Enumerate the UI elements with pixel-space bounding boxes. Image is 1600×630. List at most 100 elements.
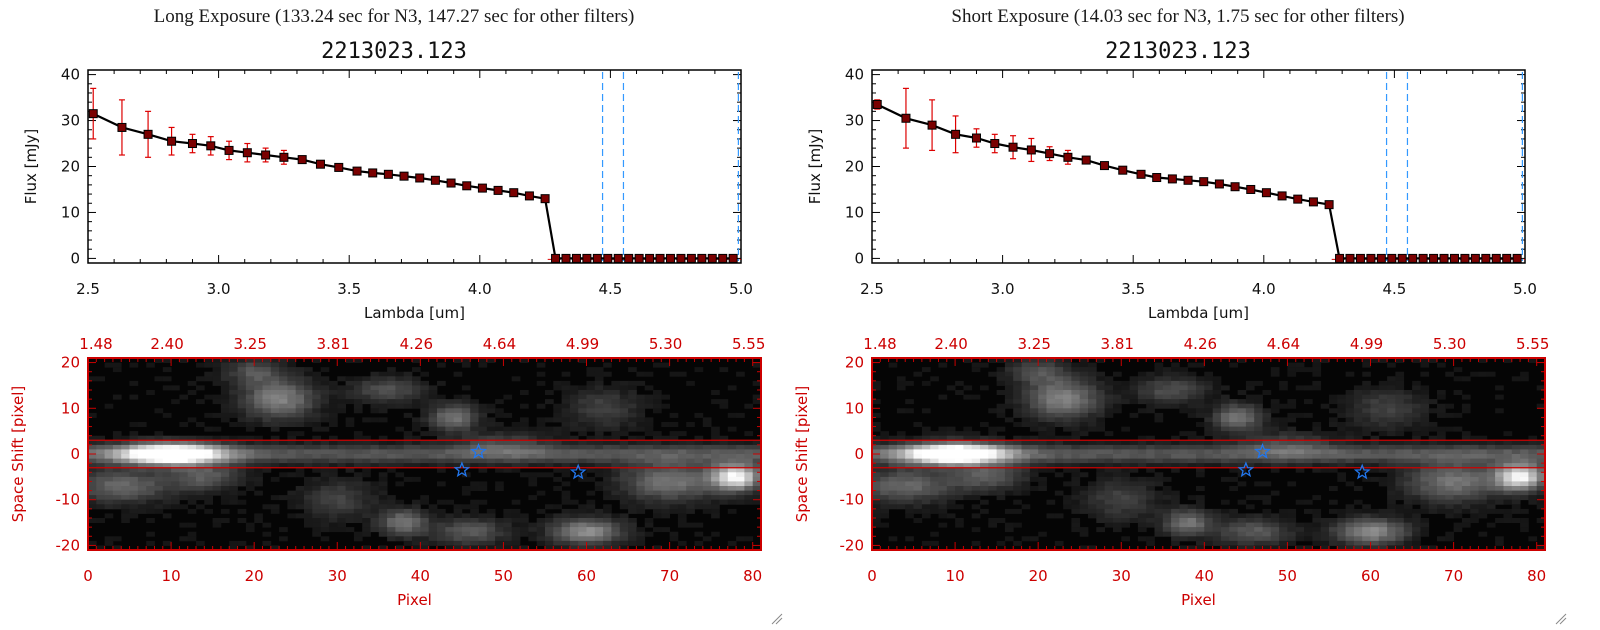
image-pixel <box>946 449 956 455</box>
image-pixel <box>162 481 172 487</box>
image-pixel <box>121 463 130 469</box>
image-pixel <box>1221 408 1230 414</box>
image-pixel <box>437 527 446 533</box>
image-pixel <box>1104 394 1114 400</box>
image-pixel <box>1403 513 1413 519</box>
image-pixel <box>1104 481 1114 487</box>
image-pixel <box>644 426 654 432</box>
image-pixel <box>603 444 612 450</box>
image-pixel <box>736 458 745 464</box>
image-pixel <box>644 531 654 537</box>
image-pixel <box>644 371 654 377</box>
image-pixel <box>1162 513 1172 519</box>
image-pixel <box>1204 380 1213 386</box>
image-pixel <box>112 467 122 473</box>
image-pixel <box>888 481 898 487</box>
image-pixel <box>1536 403 1546 409</box>
top-tick-label: 1.48 <box>79 335 112 353</box>
image-pixel <box>744 431 754 437</box>
image-pixel <box>930 440 939 446</box>
image-pixel <box>1428 545 1438 551</box>
image-pixel <box>1370 412 1380 418</box>
image-pixel <box>1113 499 1122 505</box>
image-pixel <box>736 536 745 542</box>
image-pixel <box>1063 385 1072 391</box>
image-pixel <box>1387 467 1396 473</box>
image-pixel <box>187 449 197 455</box>
image-pixel <box>187 417 197 423</box>
image-pixel <box>437 444 446 450</box>
image-pixel <box>594 458 604 464</box>
image-pixel <box>146 499 155 505</box>
image-pixel <box>619 490 629 496</box>
data-point <box>1449 253 1459 263</box>
image-pixel <box>1088 426 1097 432</box>
image-pixel <box>669 499 679 505</box>
image-pixel <box>1353 463 1363 469</box>
image-pixel <box>461 417 471 423</box>
image-pixel <box>1063 454 1072 459</box>
image-pixel <box>553 522 562 528</box>
image-pixel <box>1262 431 1272 437</box>
image-pixel <box>420 399 429 405</box>
image-pixel <box>872 495 881 501</box>
image-pixel <box>996 495 1006 501</box>
image-pixel <box>204 358 213 363</box>
image-pixel <box>270 390 280 395</box>
image-pixel <box>353 394 363 400</box>
image-pixel <box>129 431 139 437</box>
image-pixel <box>1395 518 1405 523</box>
image-pixel <box>1071 431 1081 437</box>
image-pixel <box>694 495 704 501</box>
image-pixel <box>888 454 898 459</box>
image-pixel <box>412 458 421 464</box>
image-pixel <box>1329 486 1338 491</box>
image-pixel <box>187 499 197 505</box>
image-pixel <box>1221 399 1230 405</box>
image-pixel <box>1104 495 1114 501</box>
image-pixel <box>1004 536 1014 542</box>
image-pixel <box>603 417 612 423</box>
image-pixel <box>930 508 939 514</box>
image-pixel <box>1079 403 1089 409</box>
image-pixel <box>1204 508 1213 514</box>
image-pixel <box>1362 403 1371 409</box>
image-pixel <box>395 380 405 386</box>
image-pixel <box>428 458 438 464</box>
image-pixel <box>586 458 596 464</box>
image-pixel <box>1237 499 1247 505</box>
image-pixel <box>1071 380 1081 386</box>
image-pixel <box>295 495 305 501</box>
image-pixel <box>628 476 637 482</box>
image-pixel <box>1461 508 1471 514</box>
image-pixel <box>279 367 288 373</box>
top-tick-label: 4.99 <box>566 335 599 353</box>
data-point <box>383 169 393 179</box>
image-pixel <box>528 449 538 455</box>
x-tick-label: 5.0 <box>1513 280 1537 298</box>
image-pixel <box>1270 399 1280 405</box>
data-point <box>1136 169 1146 179</box>
image-pixel <box>121 435 130 441</box>
image-pixel <box>644 458 654 464</box>
image-pixel <box>312 508 321 514</box>
image-pixel <box>1004 362 1014 368</box>
image-pixel <box>104 449 114 455</box>
image-pixel <box>1270 408 1280 414</box>
image-pixel <box>262 390 272 395</box>
image-pixel <box>1511 454 1521 459</box>
image-pixel <box>353 476 363 482</box>
image-pixel <box>453 358 463 363</box>
image-pixel <box>187 467 197 473</box>
image-pixel <box>736 467 745 473</box>
image-pixel <box>437 426 446 432</box>
image-pixel <box>229 412 238 418</box>
image-pixel <box>727 458 737 464</box>
image-pixel <box>1445 499 1454 505</box>
image-pixel <box>594 385 604 391</box>
image-pixel <box>1162 380 1172 386</box>
image-pixel <box>938 499 948 505</box>
image-pixel <box>511 435 521 441</box>
image-pixel <box>1229 522 1238 528</box>
image-pixel <box>1395 403 1405 409</box>
